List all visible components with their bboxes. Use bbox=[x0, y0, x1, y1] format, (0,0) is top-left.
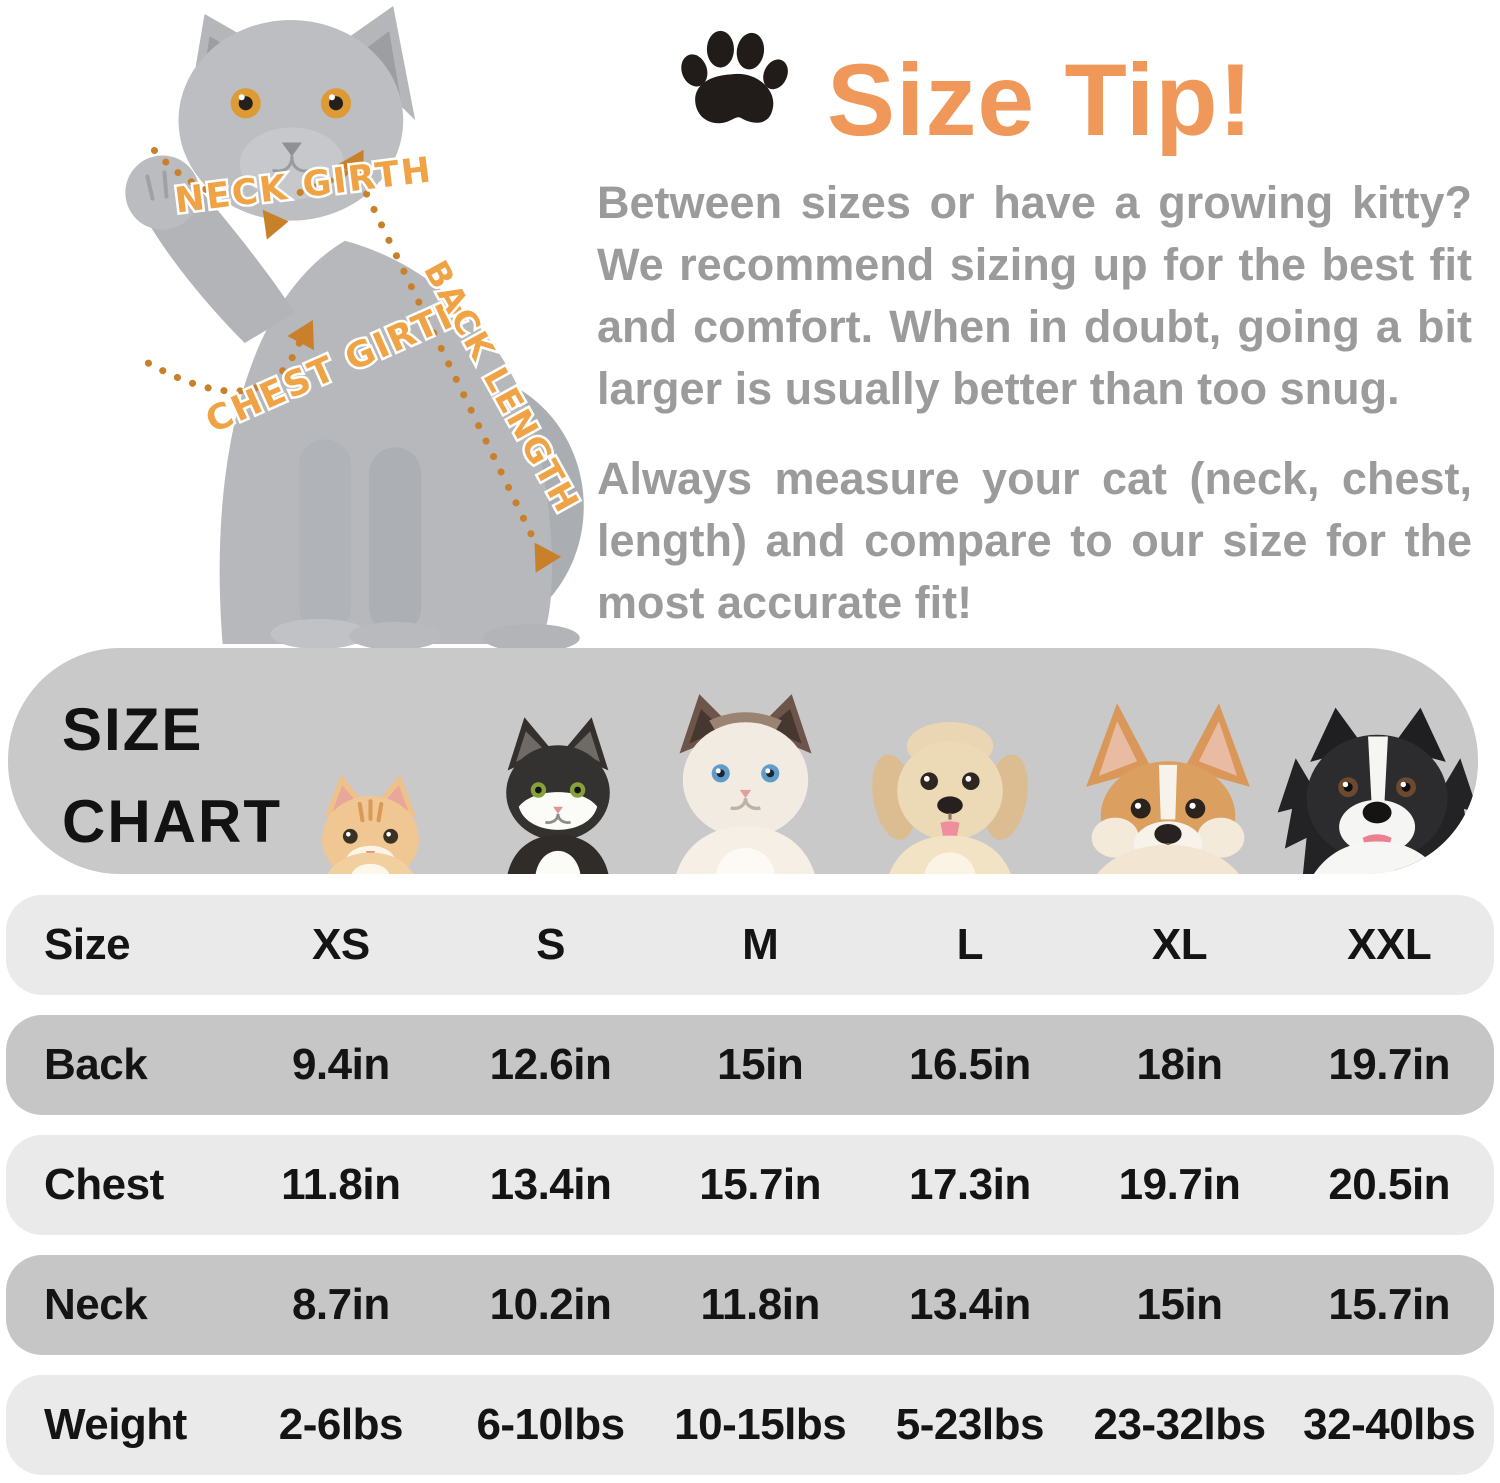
animal-photo-ragdoll-cat bbox=[663, 694, 828, 874]
paragraph-line: Between sizes or have a growing kitty? bbox=[597, 177, 1472, 228]
paw-icon bbox=[681, 30, 788, 124]
size-chart-banner-title: SIZE CHART bbox=[62, 684, 282, 868]
chest-girth-line bbox=[144, 335, 305, 395]
size-tip-title: Size Tip! bbox=[827, 43, 1254, 157]
table-cell: 11.8in bbox=[700, 1280, 821, 1329]
size-chart-banner: SIZE CHART bbox=[8, 648, 1478, 874]
animal-photo-corgi-dog bbox=[1068, 699, 1268, 874]
table-row-neck: Neck 8.7in 10.2in 11.8in 13.4in 15in 15.… bbox=[6, 1255, 1494, 1355]
table-header-row: Size XS S M L XL XXL bbox=[6, 895, 1494, 995]
table-cell: 9.4in bbox=[291, 1040, 390, 1089]
paragraph-line: and comfort. When in doubt, going a bit bbox=[597, 301, 1472, 352]
table-row-chest: Chest 11.8in 13.4in 15.7in 17.3in 19.7in… bbox=[6, 1135, 1494, 1235]
paragraph-line: most accurate fit! bbox=[597, 577, 973, 628]
measurement-overlay bbox=[144, 146, 544, 556]
table-cell: 15.7in bbox=[1328, 1280, 1451, 1329]
table-row-weight: Weight 2-6lbs 6-10lbs 10-15lbs 5-23lbs 2… bbox=[6, 1375, 1494, 1475]
paragraph-line: larger is usually better than too snug. bbox=[597, 363, 1400, 414]
row-label: Neck bbox=[44, 1280, 148, 1329]
table-cell: 2-6lbs bbox=[278, 1400, 404, 1449]
animal-photo-border-collie bbox=[1273, 704, 1478, 874]
table-cell: 10.2in bbox=[489, 1280, 612, 1329]
banner-title-line2: CHART bbox=[62, 788, 282, 855]
column-header-l: L bbox=[956, 920, 984, 969]
table-cell: 17.3in bbox=[908, 1160, 1031, 1209]
table-cell: 5-23lbs bbox=[895, 1400, 1045, 1449]
measured-cat-figure: NECK GIRTH CHEST GIRTH BACK LENGTH bbox=[88, 0, 588, 650]
table-cell: 13.4in bbox=[908, 1280, 1031, 1329]
row-label: Chest bbox=[44, 1160, 164, 1209]
size-tip-paragraph-1: Between sizes or have a growing kitty? W… bbox=[597, 172, 1472, 420]
row-label: Back bbox=[44, 1040, 148, 1089]
paragraph-line: length) and compare to our size for the bbox=[597, 515, 1472, 566]
size-tip-section: Size Tip! Between sizes or have a growin… bbox=[597, 0, 1472, 650]
paragraph-line: Always measure your cat (neck, chest, bbox=[597, 453, 1472, 504]
table-cell: 10-15lbs bbox=[674, 1400, 847, 1449]
row-label: Weight bbox=[44, 1400, 187, 1449]
measurement-arrows bbox=[262, 149, 562, 573]
table-cell: 13.4in bbox=[489, 1160, 612, 1209]
table-row-back: Back 9.4in 12.6in 15in 16.5in 18in 19.7i… bbox=[6, 1015, 1494, 1115]
table-cell: 15in bbox=[1136, 1280, 1224, 1329]
table-cell: 15.7in bbox=[699, 1160, 822, 1209]
column-header-xl: XL bbox=[1151, 920, 1208, 969]
table-cell: 19.7in bbox=[1118, 1160, 1241, 1209]
column-header-xxl: XXL bbox=[1347, 920, 1432, 969]
column-header-s: S bbox=[536, 920, 565, 969]
table-cell: 6-10lbs bbox=[476, 1400, 625, 1449]
table-cell: 8.7in bbox=[291, 1280, 390, 1329]
animal-photo-tuxedo-cat bbox=[488, 714, 628, 874]
paragraph-line: We recommend sizing up for the best fit bbox=[597, 239, 1472, 290]
table-cell: 11.8in bbox=[281, 1160, 401, 1209]
back-length-line bbox=[355, 175, 544, 556]
table-cell: 15in bbox=[717, 1040, 804, 1089]
table-cell: 19.7in bbox=[1328, 1040, 1451, 1089]
animal-photo-havanese-puppy bbox=[870, 714, 1030, 874]
column-header-xs: XS bbox=[311, 920, 370, 969]
gray-cat-illustration: NECK GIRTH CHEST GIRTH BACK LENGTH bbox=[125, 6, 588, 650]
table-cell: 18in bbox=[1136, 1040, 1224, 1089]
table-cell: 32-40lbs bbox=[1303, 1400, 1476, 1449]
header-label: Size bbox=[44, 920, 131, 969]
size-tip-paragraph-2: Always measure your cat (neck, chest, le… bbox=[597, 448, 1472, 634]
banner-title-line1: SIZE bbox=[62, 696, 204, 763]
table-cell: 23-32lbs bbox=[1093, 1400, 1266, 1449]
table-cell: 20.5in bbox=[1328, 1160, 1451, 1209]
table-cell: 12.6in bbox=[489, 1040, 612, 1089]
animal-photo-orange-kitten bbox=[303, 769, 438, 874]
column-header-m: M bbox=[742, 920, 779, 969]
size-chart-table: Size XS S M L XL XXL Back 9.4in 12.6in 1… bbox=[6, 895, 1494, 1483]
table-cell: 16.5in bbox=[908, 1040, 1031, 1089]
